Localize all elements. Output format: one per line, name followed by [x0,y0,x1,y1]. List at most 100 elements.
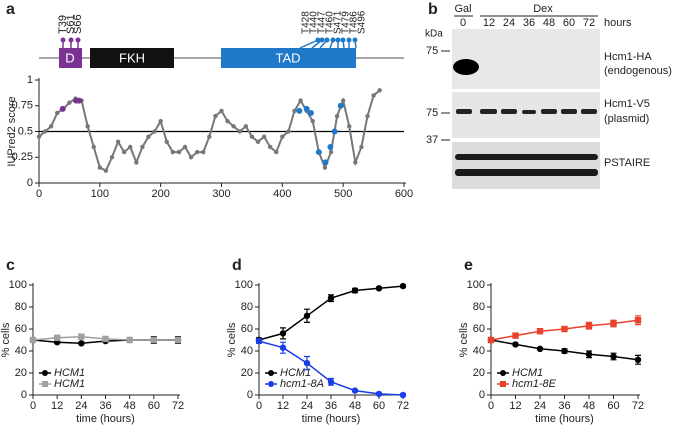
x-tick-label: 400 [273,188,291,200]
marker [280,134,285,139]
marker [134,160,139,165]
marker [109,155,115,160]
marker [310,119,315,124]
marker [351,387,359,394]
marker [375,390,383,398]
x-tick-label: 100 [91,188,109,200]
marker [327,295,335,302]
site-heads-d [60,37,81,43]
domain-label: FKH [119,50,145,65]
marker [296,107,303,114]
marker [150,336,158,344]
marker [102,335,109,343]
marker [375,285,383,292]
y-tick-label: 100 [9,279,27,291]
marker [261,134,267,139]
marker [59,105,66,112]
mw-marker: 37 [426,134,438,146]
x-axis-label: time (hours) [76,413,135,425]
x-tick-label: 0 [256,400,262,412]
legend-marker [42,381,48,387]
marker [115,139,121,144]
x-tick-label: 24 [75,400,87,412]
marker [561,347,568,355]
marker [225,119,230,124]
panel-label: b [428,1,438,18]
marker [182,144,188,150]
y-tick-label: 20 [15,367,27,379]
marker [78,340,85,347]
marker [164,139,169,144]
lane-label: 36 [523,17,535,29]
marker [347,124,352,129]
blot: b Gal Dex 0 12 24 36 48 60 72 hours kDa … [425,1,672,189]
marker [377,88,382,93]
blot-label: PSTAIRE [604,157,650,169]
marker [174,336,182,344]
blot-panel [452,92,600,138]
site-heads-tad [315,37,358,43]
domain-d [59,48,82,68]
marker [85,124,90,129]
y-tick-label: 40 [241,345,253,357]
lane-label: 24 [503,17,515,29]
y-tick-label: 20 [241,367,253,379]
marker [140,144,145,150]
panel-label: a [6,1,15,18]
legend-label: HCM1 [512,367,543,379]
marker [249,134,255,139]
y-tick-label: 0 [479,389,485,401]
marker [371,93,376,98]
site-label: T440 [309,11,320,34]
x-tick-label: 60 [607,400,619,412]
panel-label: c [6,257,15,274]
y-tick-label: 0 [247,389,253,401]
marker [279,344,287,351]
legend-marker [268,370,274,376]
y-tick-label: 100 [235,279,253,291]
marker [585,322,593,329]
x-tick-label: 72 [397,400,409,412]
legend-label: hcm1-8A [280,378,324,390]
marker [487,336,495,344]
domain-label: D [65,50,74,65]
marker [399,391,407,399]
legend-marker [42,370,48,376]
site-label: T428 [301,11,312,34]
x-tick-label: 48 [349,400,361,412]
blot-panel [452,142,600,189]
y-tick-label: 20 [473,367,485,379]
marker [255,337,263,345]
hours-label: hours [604,17,632,29]
marker [76,97,83,104]
band [453,59,479,75]
site-label: S496 [357,10,368,34]
blot-label: (plasmid) [604,113,649,125]
marker [322,165,328,170]
marker [634,356,642,363]
x-tick-label: 0 [30,400,36,412]
marker [67,100,72,105]
marker [231,124,236,129]
lane-label: 0 [460,17,466,29]
lane-label: 12 [483,17,495,29]
gal-label: Gal [454,3,471,15]
x-tick-label: 200 [151,188,169,200]
x-tick-label: 12 [51,400,63,412]
marker [201,149,206,155]
marker [121,149,127,155]
x-tick-label: 48 [583,400,595,412]
x-tick-label: 72 [172,400,184,412]
marker [126,336,133,344]
marker [610,320,617,327]
x-tick-label: 24 [301,400,313,412]
legend-marker [500,370,506,376]
marker [353,160,358,165]
blot-label: Hcm1-V5 [604,98,650,110]
legend-label: HCM1 [280,367,311,379]
y-axis-label: % cells [458,322,470,357]
lane-label: 48 [543,17,555,29]
marker [213,113,218,119]
marker [152,129,157,134]
marker [292,108,297,114]
